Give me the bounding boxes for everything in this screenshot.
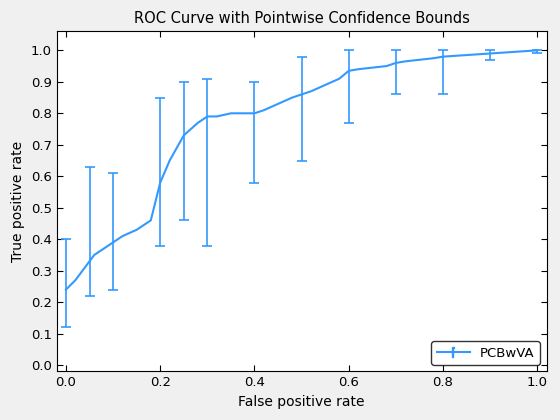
Y-axis label: True positive rate: True positive rate [11, 141, 25, 262]
Legend: PCBwVA: PCBwVA [431, 341, 540, 365]
Title: ROC Curve with Pointwise Confidence Bounds: ROC Curve with Pointwise Confidence Boun… [134, 11, 470, 26]
X-axis label: False positive rate: False positive rate [239, 395, 365, 409]
